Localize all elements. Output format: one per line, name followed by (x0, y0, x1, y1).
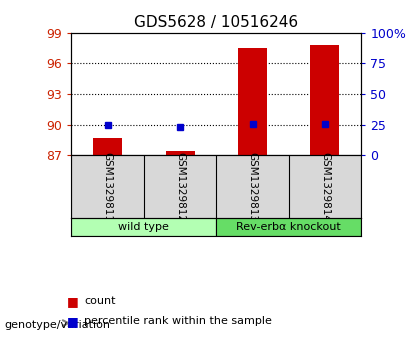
Bar (238, 48, 267, 155)
Text: GSM1329811: GSM1329811 (102, 152, 113, 222)
Text: wild type: wild type (118, 222, 169, 232)
Title: GDS5628 / 10516246: GDS5628 / 10516246 (134, 15, 298, 30)
Bar (310, 45, 339, 155)
Text: GSM1329813: GSM1329813 (247, 152, 257, 222)
Text: percentile rank within the sample: percentile rank within the sample (84, 316, 272, 326)
Text: Rev-erbα knockout: Rev-erbα knockout (236, 222, 341, 232)
Text: ■: ■ (67, 295, 79, 308)
Text: count: count (84, 296, 116, 306)
Text: GSM1329814: GSM1329814 (320, 152, 330, 222)
Text: ■: ■ (67, 315, 79, 328)
Text: genotype/variation: genotype/variation (4, 320, 110, 330)
Text: GSM1329812: GSM1329812 (175, 152, 185, 222)
FancyBboxPatch shape (216, 219, 361, 236)
FancyBboxPatch shape (71, 219, 216, 236)
Bar (165, 151, 194, 155)
Bar (93, 138, 122, 155)
